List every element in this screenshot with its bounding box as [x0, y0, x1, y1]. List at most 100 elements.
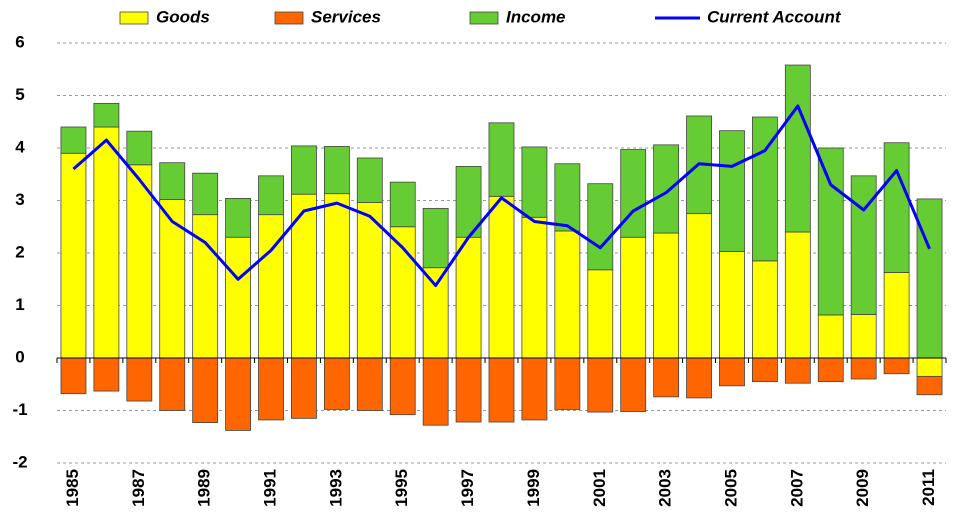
bar — [60, 357, 87, 395]
bar — [719, 357, 745, 387]
bar — [291, 193, 317, 359]
x-tick-label: 1995 — [392, 469, 411, 507]
y-tick-label: 2 — [15, 242, 24, 261]
legend-label: Current Account — [707, 7, 842, 26]
bar — [192, 357, 219, 423]
bar — [323, 357, 350, 410]
bar — [916, 198, 943, 359]
bar — [916, 375, 943, 396]
bar — [784, 64, 811, 233]
bar — [521, 216, 548, 359]
x-tick-label: 2009 — [853, 469, 872, 507]
bar — [60, 126, 87, 154]
legend-label: Income — [506, 7, 566, 26]
legend-label: Goods — [156, 7, 210, 26]
x-tick-label: 2003 — [656, 469, 675, 507]
y-tick-label: -2 — [12, 452, 27, 471]
bar — [587, 357, 614, 413]
bar — [916, 357, 943, 377]
bar — [323, 193, 350, 359]
bar — [356, 202, 383, 359]
bar — [291, 145, 317, 195]
x-tick-label: 1997 — [458, 469, 477, 507]
bar — [751, 357, 778, 383]
bar — [883, 357, 910, 375]
bar — [225, 236, 252, 359]
legend-swatch — [274, 11, 304, 25]
legend-label: Services — [311, 7, 381, 26]
bar — [554, 163, 581, 232]
bar — [93, 357, 120, 392]
bar — [60, 152, 87, 359]
bar — [488, 122, 515, 197]
bar — [850, 357, 877, 380]
x-tick-label: 2007 — [787, 469, 806, 507]
bar — [126, 357, 153, 402]
bar — [587, 269, 614, 359]
bar — [93, 102, 120, 128]
bar — [719, 251, 745, 359]
bar — [225, 357, 252, 431]
bar — [653, 232, 680, 359]
y-tick-label: 5 — [15, 85, 24, 104]
bar — [422, 267, 449, 359]
bar — [784, 357, 811, 384]
bar — [356, 157, 383, 204]
legend-swatch — [469, 11, 499, 25]
bar — [686, 213, 712, 359]
bar — [258, 214, 284, 359]
bar — [291, 357, 317, 419]
bar — [620, 236, 647, 359]
x-tick-label: 1993 — [326, 469, 345, 507]
bar — [817, 314, 844, 359]
bar — [817, 357, 844, 383]
bar — [225, 197, 252, 238]
bar — [587, 183, 614, 271]
y-tick-label: -1 — [12, 400, 27, 419]
bar — [521, 357, 548, 421]
y-tick-label: 0 — [15, 347, 24, 366]
bar — [620, 149, 647, 238]
bar — [126, 164, 153, 359]
legend-swatch — [119, 11, 149, 25]
bar — [850, 175, 877, 315]
x-tick-label: 1999 — [524, 469, 543, 507]
bar — [455, 236, 482, 359]
y-tick-label: 6 — [15, 32, 24, 51]
y-tick-label: 1 — [15, 295, 24, 314]
x-tick-label: 1989 — [195, 469, 214, 507]
bar — [620, 357, 647, 412]
bar — [488, 357, 515, 423]
x-tick-label: 2001 — [590, 469, 609, 507]
bar — [784, 231, 811, 359]
bar — [554, 357, 581, 410]
bar — [653, 144, 680, 234]
bar — [422, 207, 449, 269]
bar — [389, 181, 416, 228]
bar — [751, 260, 778, 359]
x-tick-label: 1987 — [129, 469, 148, 507]
x-tick-label: 2005 — [721, 469, 740, 507]
bar — [159, 162, 186, 200]
bar — [883, 272, 910, 359]
bar — [521, 146, 548, 218]
bar — [258, 175, 284, 216]
bar — [159, 357, 186, 411]
bar — [192, 214, 219, 359]
x-tick-label: 1991 — [261, 469, 280, 507]
bar — [850, 314, 877, 359]
line — [72, 104, 931, 288]
bar — [126, 130, 153, 166]
x-tick-label: 2011 — [919, 469, 938, 506]
bar — [323, 146, 350, 195]
bar — [653, 357, 680, 398]
bar — [488, 195, 515, 359]
bar — [93, 126, 120, 359]
bar — [554, 230, 581, 359]
y-tick-label: 3 — [15, 190, 24, 209]
bar — [356, 357, 383, 411]
y-tick-label: 4 — [15, 137, 25, 156]
bar — [192, 172, 219, 216]
bar — [389, 357, 416, 416]
